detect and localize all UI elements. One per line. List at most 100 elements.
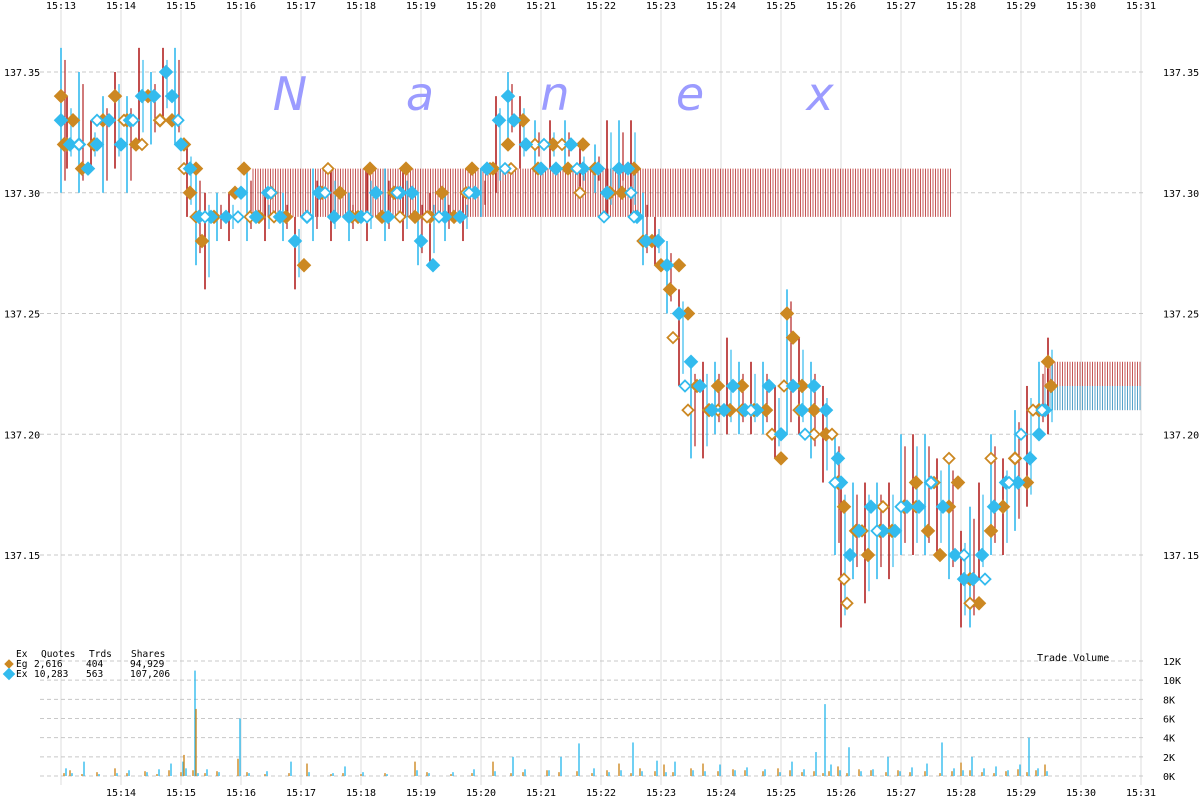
legend-cell: Ex [16, 669, 28, 680]
trade-marker-hollow-ex [198, 210, 212, 224]
time-tick-top: 15:17 [286, 1, 316, 12]
trade-marker-ex [761, 378, 777, 394]
trade-marker-ex [368, 185, 384, 201]
trade-marker-eg [836, 499, 852, 514]
trade-marker-eg [194, 233, 210, 249]
trade-marker-ex [863, 499, 879, 514]
price-tick-left: 137.25 [4, 310, 40, 321]
trade-marker-ex [113, 137, 129, 152]
time-tick-top: 15:16 [226, 1, 256, 12]
trade-marker-hollow-eg [666, 330, 680, 345]
trade-marker-eg [362, 161, 378, 176]
time-tick-bottom: 15:14 [106, 788, 136, 799]
trade-marker-hollow-ex [462, 185, 476, 200]
price-tick-right: 137.35 [1163, 68, 1199, 79]
trade-marker-ex [725, 378, 741, 394]
trade-marker-ex [80, 161, 96, 176]
trade-marker-hollow-eg [825, 427, 839, 442]
time-tick-top: 15:29 [1006, 1, 1036, 12]
trade-marker-ex [773, 426, 789, 442]
trade-marker-hollow-eg [840, 596, 854, 611]
trade-marker-ex [599, 185, 615, 201]
trade-marker-ex [248, 209, 264, 225]
time-tick-bottom: 15:15 [166, 788, 196, 799]
trade-marker-ex [911, 499, 927, 514]
time-tick-bottom: 15:22 [586, 788, 616, 799]
trade-marker-eg [773, 451, 789, 466]
trade-marker-ex [413, 233, 429, 249]
trade-marker-hollow-ex [570, 161, 584, 176]
trade-marker-ex [947, 547, 963, 563]
trade-marker-ex [1031, 426, 1047, 442]
time-tick-bottom: 15:24 [706, 788, 736, 799]
trade-marker-hollow-ex [624, 185, 638, 200]
trade-marker-hollow-ex [744, 403, 758, 417]
legend-cell: 94,929 [130, 659, 165, 670]
trade-marker-hollow-eg [573, 185, 587, 200]
trade-marker-hollow-eg [984, 451, 998, 466]
trade-marker-ex [452, 209, 468, 225]
trade-marker-eg [407, 209, 423, 225]
trade-marker-eg [332, 185, 348, 201]
trade-marker-eg [971, 596, 987, 611]
trade-marker-eg [710, 378, 726, 394]
trade-marker-ex [659, 257, 675, 273]
trade-marker-hollow-ex [627, 210, 641, 224]
trade-marker-ex [692, 378, 708, 394]
time-tick-bottom: 15:21 [526, 788, 556, 799]
watermark-letter: e [676, 67, 704, 121]
time-tick-bottom: 15:25 [766, 788, 796, 799]
watermark-letter: x [804, 67, 834, 121]
quote-band-ask [1044, 385, 1141, 411]
trade-marker-hollow-eg [837, 572, 851, 586]
legend-swatch-ex [2, 667, 16, 681]
trade-marker-hollow-ex [678, 379, 692, 393]
trade-marker-eg [860, 547, 876, 563]
legend-cell: 2,616 [34, 659, 63, 670]
trade-marker-ex [218, 209, 234, 225]
trade-marker-eg [500, 137, 516, 152]
time-tick-bottom: 15:30 [1066, 788, 1096, 799]
trade-markers [2, 64, 1059, 681]
time-tick-top: 15:28 [946, 1, 976, 12]
trade-marker-ex [704, 402, 720, 418]
legend-cell: 404 [86, 659, 103, 670]
legend-cell: 107,206 [130, 669, 170, 680]
time-tick-top: 15:26 [826, 1, 856, 12]
time-tick-top: 15:19 [406, 1, 436, 12]
time-tick-bottom: 15:26 [826, 788, 856, 799]
trade-marker-ex [146, 88, 162, 104]
volume-tick: 8K [1163, 695, 1175, 706]
time-tick-bottom: 15:27 [886, 788, 916, 799]
trade-marker-eg [806, 402, 822, 418]
trade-marker-eg [908, 475, 924, 490]
trade-marker-hollow-ex [1035, 403, 1049, 417]
axis-labels: 137.35 137.35 137.30 137.30 137.25 137.25 137.… [4, 1, 1199, 799]
trade-marker-eg [53, 88, 69, 104]
trade-marker-ex [1022, 451, 1038, 466]
trade-marker-hollow-ex [90, 113, 104, 128]
trade-marker-ex [53, 113, 69, 128]
trade-marker-ex [935, 499, 951, 514]
time-tick-top: 15:15 [166, 1, 196, 12]
trade-marker-hollow-ex [72, 137, 86, 152]
trade-marker-ex [479, 161, 495, 176]
trade-marker-hollow-ex [300, 210, 314, 224]
trade-marker-ex [341, 209, 357, 225]
trade-marker-eg [107, 88, 123, 104]
time-tick-bottom: 15:23 [646, 788, 676, 799]
time-tick-top: 15:14 [106, 1, 136, 12]
trade-marker-hollow-eg [963, 596, 977, 611]
trade-marker-ex [506, 113, 522, 128]
legend-swatch-eg [4, 659, 14, 669]
time-tick-bottom: 15:28 [946, 788, 976, 799]
trade-marker-ex [380, 209, 396, 225]
price-tick-left: 137.20 [4, 430, 40, 441]
trade-marker-hollow-ex [597, 210, 611, 224]
time-tick-top: 15:25 [766, 1, 796, 12]
trade-marker-hollow-ex [978, 572, 992, 586]
trade-marker-ex [650, 233, 666, 249]
trade-marker-ex [158, 64, 174, 80]
trade-marker-ex [794, 402, 810, 418]
